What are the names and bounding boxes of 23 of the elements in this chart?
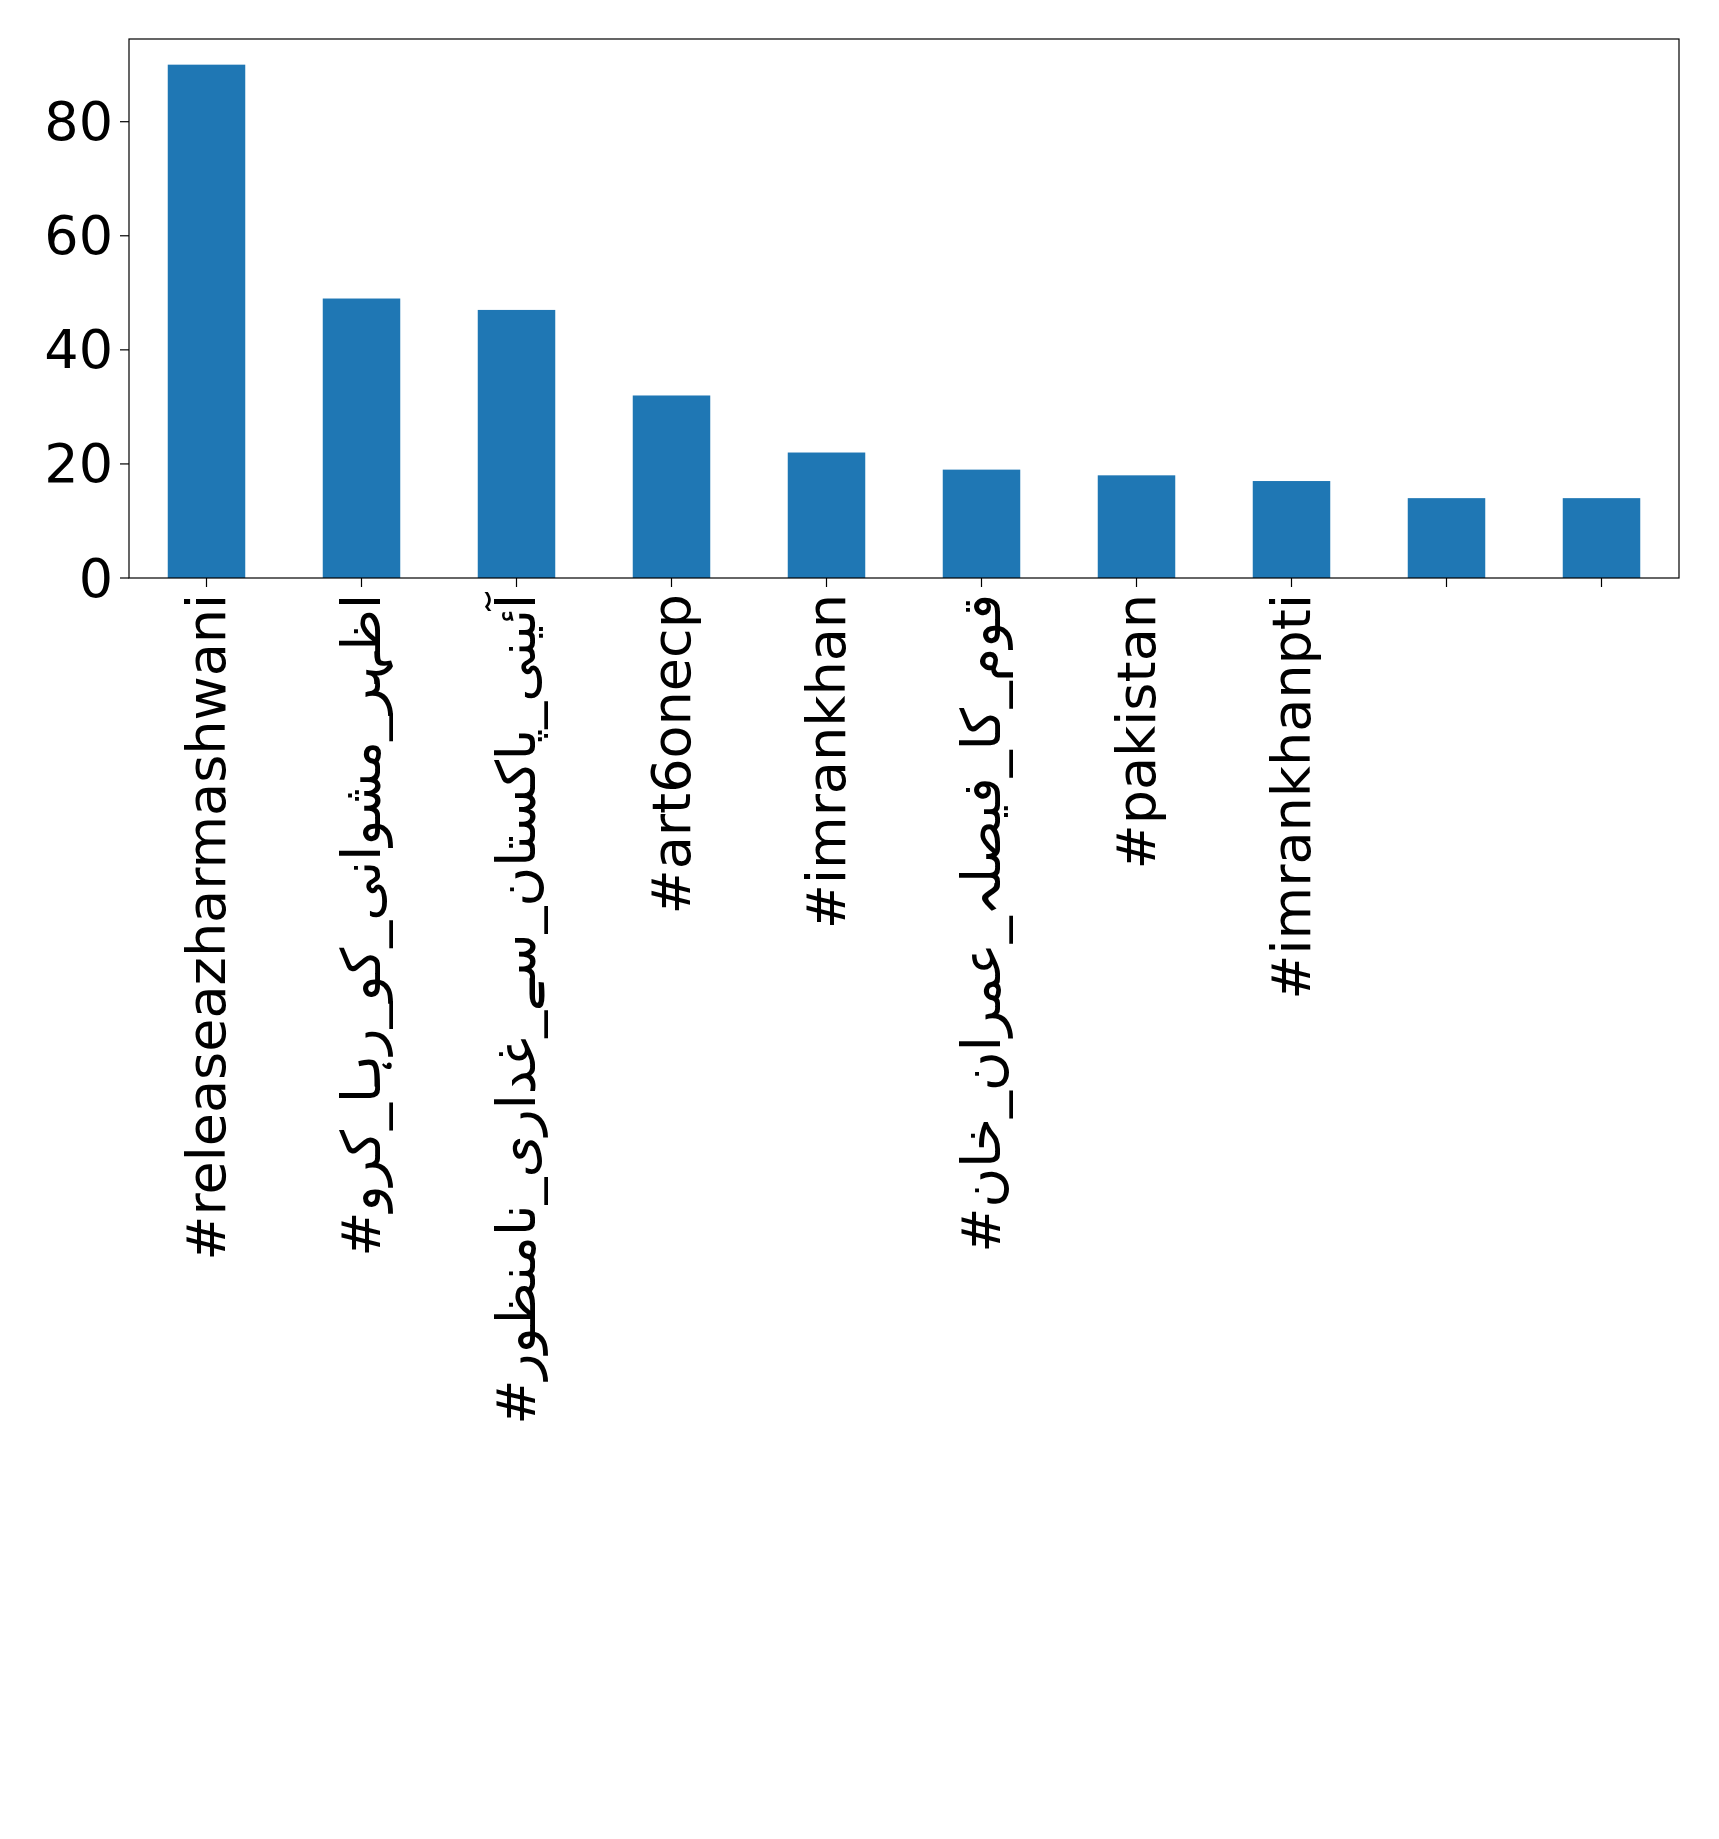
bar — [1562, 498, 1641, 578]
bar — [477, 309, 556, 578]
y-tick-label: 40 — [44, 318, 113, 382]
y-tick-label: 0 — [78, 546, 113, 610]
y-tick-label: 80 — [44, 90, 113, 154]
x-tick-label: #imrankhan — [795, 594, 858, 930]
bar — [322, 298, 401, 578]
x-tick-label: #آئینی_پاکستان_سے_غداری_نامنظور — [484, 592, 548, 1425]
y-tick-label: 60 — [44, 204, 113, 268]
bar — [167, 64, 246, 578]
bar — [787, 452, 866, 578]
bar — [1407, 498, 1486, 578]
y-tick-label: 20 — [44, 432, 113, 496]
x-tick-label: #pakistan — [1105, 594, 1168, 870]
bar — [632, 395, 711, 578]
bar — [942, 469, 1021, 578]
x-tick-label: #قوم_کا_فیصلہ_عمران_خان — [950, 594, 1013, 1253]
x-tick-label: #اظہر_مشوانی_کو_رہا_کرو — [330, 594, 393, 1257]
x-tick-label: #releaseazharmashwani — [175, 594, 238, 1261]
x-tick-label: #imrankhanpti — [1260, 594, 1323, 1000]
bar — [1252, 481, 1331, 578]
x-tick-label: #art6onecp — [640, 594, 703, 915]
bar — [1097, 475, 1176, 578]
